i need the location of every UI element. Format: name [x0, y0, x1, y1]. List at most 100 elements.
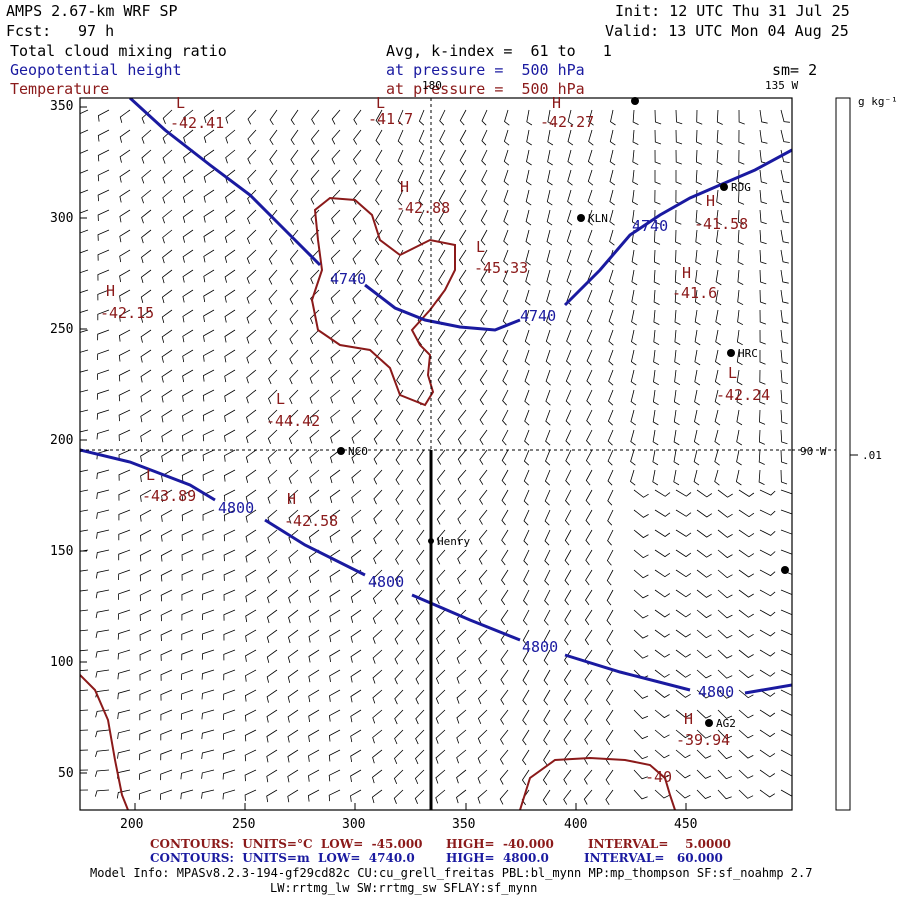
wind-barb: [417, 309, 425, 326]
wind-barb: [80, 289, 89, 294]
wind-barb: [311, 109, 320, 125]
wind-barb: [583, 789, 593, 805]
wind-barb: [714, 389, 721, 406]
wind-barb: [309, 449, 320, 464]
wind-barb: [477, 789, 488, 804]
wind-barb: [287, 689, 299, 703]
wind-barb: [374, 229, 383, 246]
wind-barb: [352, 269, 362, 285]
wind-barb: [118, 529, 131, 541]
wind-barb: [458, 389, 467, 405]
wind-barb: [415, 669, 425, 685]
wind-barb: [525, 169, 532, 186]
wind-barb: [118, 569, 131, 581]
wind-barb: [586, 329, 593, 346]
wind-barb: [435, 709, 446, 724]
wind-barb: [222, 749, 236, 760]
wind-barb: [654, 170, 661, 185]
wind-barb: [478, 629, 488, 645]
wind-barb: [308, 649, 320, 663]
wind-barb: [350, 609, 362, 623]
wind-barb: [308, 529, 320, 544]
wind-barb: [759, 509, 776, 516]
wind-barb: [203, 309, 215, 322]
temp-extremum-value: -42.24: [716, 386, 771, 404]
wind-barb: [526, 149, 532, 166]
height-label: 4800: [218, 499, 255, 517]
wind-barb: [694, 369, 701, 386]
wind-barb: [80, 729, 89, 731]
station-dot-rdg: [720, 183, 728, 191]
wind-barb: [80, 409, 89, 413]
wind-barb: [182, 349, 194, 363]
wind-barb: [119, 109, 131, 123]
wind-barb: [374, 309, 383, 325]
wind-barb: [583, 769, 593, 785]
temp-extremum-type: H: [106, 282, 116, 300]
wind-barb: [563, 669, 572, 686]
wind-barb: [457, 589, 467, 605]
wind-barb: [780, 269, 789, 284]
wind-barb: [547, 149, 553, 166]
wind-barb: [203, 269, 215, 283]
wind-barb: [201, 729, 215, 740]
wind-barb: [502, 329, 509, 346]
wind-barb: [418, 109, 425, 126]
wind-barb: [458, 249, 467, 266]
wind-barb: [738, 769, 754, 779]
wind-barb: [161, 309, 173, 324]
wind-barb: [352, 209, 362, 225]
wind-barb: [247, 209, 257, 225]
wind-barb: [308, 749, 320, 762]
wind-barb: [140, 309, 152, 323]
wind-barb: [587, 189, 593, 206]
wind-barb: [631, 329, 637, 346]
wind-barb: [202, 589, 215, 601]
wind-barb: [247, 169, 257, 185]
wind-barb: [738, 109, 745, 125]
wind-barb: [118, 429, 131, 442]
wind-barb: [95, 729, 110, 738]
wind-barb: [525, 229, 532, 246]
wind-barb: [566, 229, 573, 246]
wind-barb: [308, 629, 320, 643]
wind-barb: [675, 669, 691, 678]
wind-barb: [564, 589, 572, 606]
wind-barb: [373, 509, 383, 525]
wind-barb: [524, 329, 531, 346]
wind-barb: [478, 569, 488, 585]
wind-barb: [202, 469, 215, 481]
wind-barb: [80, 189, 89, 194]
temp-extremum-value: -44.42: [266, 412, 321, 430]
wind-barb: [717, 689, 733, 699]
wind-barb: [546, 209, 553, 226]
wind-barb: [269, 209, 278, 225]
wind-barb: [633, 709, 649, 719]
temp-extremum-type: L: [146, 466, 156, 484]
wind-barb: [608, 349, 614, 366]
wind-barb: [780, 509, 792, 515]
wind-barb: [119, 209, 131, 223]
wind-barb: [630, 449, 636, 466]
k-index-avg: Avg, k-index = 61 to 1: [386, 42, 612, 60]
wind-barb: [374, 349, 383, 365]
wind-barb: [202, 629, 215, 640]
wind-barb: [738, 729, 754, 739]
wind-barb: [287, 669, 299, 683]
wind-barb: [245, 489, 257, 503]
wind-barb: [267, 569, 278, 584]
wind-barb: [714, 429, 721, 446]
wind-barb: [584, 709, 593, 725]
wind-barb: [585, 529, 593, 546]
wind-barb: [736, 389, 743, 406]
wind-barb: [717, 509, 733, 518]
wind-barb: [80, 249, 89, 254]
wind-barb: [567, 169, 573, 186]
wind-barb: [415, 709, 425, 725]
temp-extremum-type: H: [682, 264, 692, 282]
wind-barb: [717, 529, 733, 538]
wind-barb: [118, 549, 131, 561]
wind-barb: [418, 209, 425, 226]
y-tick-300: 300: [50, 211, 74, 226]
wind-barb: [417, 289, 425, 306]
